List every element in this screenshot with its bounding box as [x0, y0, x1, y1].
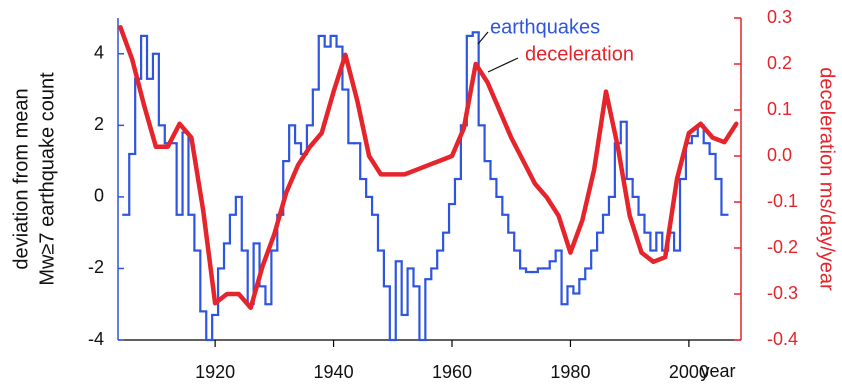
y2-tick-label: -0.1 [767, 191, 798, 211]
y2-tick-label: 0.3 [767, 7, 792, 27]
y-tick-label: 0 [94, 186, 104, 206]
annotation-leader [477, 31, 489, 45]
step-series [122, 31, 729, 342]
line [118, 24, 739, 311]
y-axis-label: Mw≥7 earthquake count [36, 72, 58, 286]
x-axis-label: year [700, 361, 735, 381]
x-tick-label: 1960 [432, 362, 472, 382]
y-tick-label: 2 [94, 114, 104, 134]
x-tick-label: 1920 [195, 362, 235, 382]
y2-tick-label: -0.3 [767, 283, 798, 303]
y-tick-label: 4 [94, 43, 104, 63]
y2-tick-label: -0.2 [767, 237, 798, 257]
y2-tick-label: -0.4 [767, 329, 798, 349]
y2-tick-label: 0.1 [767, 99, 792, 119]
y-tick-label: -4 [88, 329, 104, 349]
y2-tick-label: 0.2 [767, 53, 792, 73]
annotation: deceleration [525, 43, 634, 65]
annotation-leader [487, 57, 519, 73]
y2-tick-label: 0.0 [767, 145, 792, 165]
y-tick-label: -2 [88, 257, 104, 277]
x-tick-label: 1940 [314, 362, 354, 382]
y-axis-label: deviation from mean [10, 88, 32, 269]
x-tick-label: 2000 [669, 362, 709, 382]
annotation: earthquakes [490, 16, 600, 38]
x-tick-label: 1980 [550, 362, 590, 382]
y2-axis-label: deceleration ms/day/year [816, 67, 838, 291]
